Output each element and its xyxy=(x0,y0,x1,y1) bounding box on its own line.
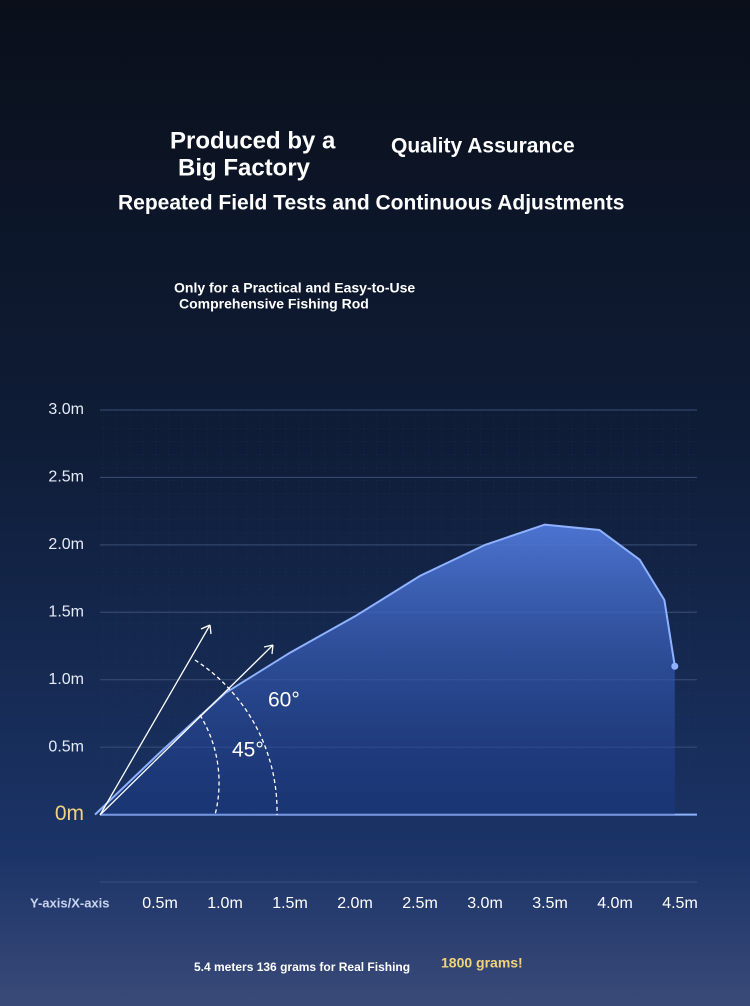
x-tick-label: 3.5m xyxy=(532,895,568,912)
x-tick-label: 4.0m xyxy=(597,895,633,912)
x-tick-label: 1.5m xyxy=(272,895,308,912)
x-tick-label: 2.5m xyxy=(402,895,438,912)
tagline: Only for a Practical and Easy-to-Use xyxy=(174,280,415,296)
curve-area xyxy=(95,524,675,815)
title-left: Big Factory xyxy=(178,154,311,181)
y-tick-label: 2.5m xyxy=(48,469,84,486)
y-tick-label: 1.0m xyxy=(48,671,84,688)
footer-highlight: 1800 grams! xyxy=(441,955,523,971)
x-tick-label: 3.0m xyxy=(467,895,503,912)
plot: 0m 0.5m 1.0m 1.5m 2.0m 2.5m 3.0m 0.5m 1.0m 1.5m 2.… xyxy=(48,401,697,912)
angle-label: 60° xyxy=(268,689,300,712)
y-tick-label: 0.5m xyxy=(48,738,84,755)
tagline: Comprehensive Fishing Rod xyxy=(179,296,369,312)
subtitle: Repeated Field Tests and Continuous Adju… xyxy=(118,192,624,215)
angle-guides xyxy=(99,624,278,816)
angle-label: 45° xyxy=(232,739,264,762)
x-tick-label: 1.0m xyxy=(207,895,243,912)
x-tick-label: 4.5m xyxy=(662,895,698,912)
y-tick-label: 3.0m xyxy=(48,401,84,418)
y-tick-label: 2.0m xyxy=(48,536,84,553)
x-tick-label: 2.0m xyxy=(337,895,373,912)
title-left: Produced by a xyxy=(170,127,336,154)
y-tick-label: 0m xyxy=(55,802,84,825)
footer-note: 5.4 meters 136 grams for Real Fishing xyxy=(194,960,410,974)
end-point xyxy=(671,662,679,670)
y-tick-label: 1.5m xyxy=(48,604,84,621)
title-right: Quality Assurance xyxy=(391,135,575,158)
axis-label: Y-axis/X-axis xyxy=(30,895,110,910)
x-tick-label: 0.5m xyxy=(142,895,178,912)
